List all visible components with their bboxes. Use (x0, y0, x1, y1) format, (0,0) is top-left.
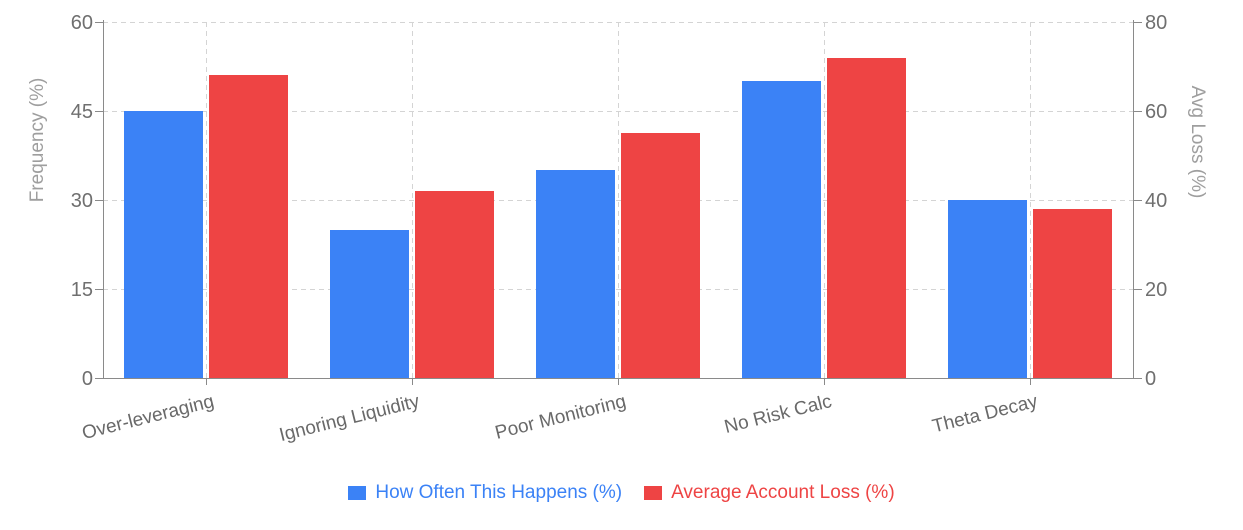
gridline-vertical (411, 22, 413, 378)
right-axis-tick-label: 20 (1145, 279, 1168, 301)
right-axis-spine (1133, 20, 1134, 379)
legend-label-avg-loss: Average Account Loss (%) (671, 482, 895, 503)
legend-label-frequency: How Often This Happens (%) (375, 482, 623, 503)
x-axis-tick (618, 379, 619, 385)
right-axis-tick-label: 0 (1145, 368, 1157, 390)
bar-average-account-loss-no-risk-calc[interactable] (827, 57, 906, 378)
gridline-vertical (205, 22, 207, 378)
x-axis-category-label-ignoring-liquidity: Ignoring Liquidity (277, 391, 423, 447)
x-axis-line (103, 378, 1134, 379)
right-axis-tick-label: 40 (1145, 190, 1168, 212)
x-axis-tick (206, 379, 207, 385)
left-axis-title: Frequency (%) (27, 77, 48, 203)
right-axis-tick (1134, 22, 1142, 23)
legend-item-avg-loss[interactable]: Average Account Loss (%) (644, 482, 895, 504)
x-axis-category-label-no-risk-calc: No Risk Calc (722, 391, 835, 438)
x-axis-category-label-theta-decay: Theta Decay (930, 391, 1041, 438)
legend-swatch-blue-icon (348, 486, 367, 500)
legend-swatch-red-icon (644, 486, 663, 500)
bar-average-account-loss-ignoring-liquidity[interactable] (415, 191, 494, 378)
right-axis-tick-label: 80 (1145, 12, 1168, 34)
gridline-vertical (1029, 22, 1031, 378)
x-axis-tick (1030, 379, 1031, 385)
right-axis-tick (1134, 200, 1142, 201)
left-axis-tick-label: 30 (70, 190, 93, 212)
left-axis-tick (95, 378, 103, 379)
left-axis-tick (95, 22, 103, 23)
bar-how-often-this-happens-ignoring-liquidity[interactable] (330, 229, 409, 378)
left-axis-tick-label: 15 (70, 279, 93, 301)
bar-how-often-this-happens-over-leveraging[interactable] (124, 111, 203, 378)
bar-how-often-this-happens-poor-monitoring[interactable] (536, 170, 615, 378)
bar-average-account-loss-theta-decay[interactable] (1033, 208, 1112, 378)
right-axis-tick-label: 60 (1145, 101, 1168, 123)
bar-average-account-loss-poor-monitoring[interactable] (621, 133, 700, 378)
right-axis-tick (1134, 378, 1142, 379)
bar-how-often-this-happens-no-risk-calc[interactable] (742, 81, 821, 378)
right-axis-tick (1134, 111, 1142, 112)
x-axis-tick (824, 379, 825, 385)
x-axis-category-label-over-leveraging: Over-leveraging (79, 391, 217, 445)
left-axis-tick-label: 60 (70, 12, 93, 34)
bar-average-account-loss-over-leveraging[interactable] (209, 75, 288, 378)
gridline-vertical (617, 22, 619, 378)
left-axis-tick (95, 111, 103, 112)
right-axis-tick (1134, 289, 1142, 290)
left-axis-spine (103, 20, 104, 379)
bar-how-often-this-happens-theta-decay[interactable] (948, 200, 1027, 378)
left-axis-tick (95, 200, 103, 201)
left-axis-tick (95, 289, 103, 290)
x-axis-category-label-poor-monitoring: Poor Monitoring (492, 391, 629, 444)
left-axis-tick-label: 45 (70, 101, 93, 123)
gridline-vertical (823, 22, 825, 378)
right-axis-title: Avg Loss (%) (1187, 85, 1208, 199)
left-axis-tick-label: 0 (81, 368, 93, 390)
legend-item-frequency[interactable]: How Often This Happens (%) (348, 482, 622, 504)
x-axis-tick (412, 379, 413, 385)
legend: How Often This Happens (%) Average Accou… (0, 482, 1243, 504)
